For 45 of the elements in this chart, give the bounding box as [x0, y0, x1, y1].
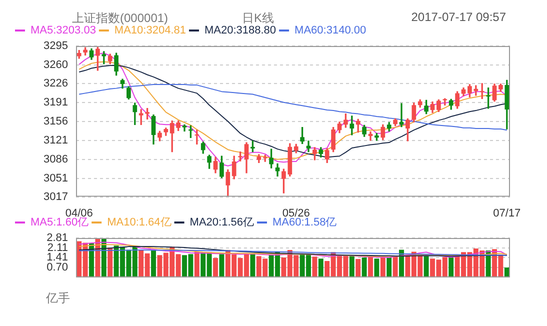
- text: 2017-07-17 09:57: [411, 10, 506, 24]
- bar: [318, 258, 324, 278]
- legend-label: MA60:1.58亿: [272, 216, 337, 229]
- bar: [392, 256, 398, 278]
- y-tick-label: 3191: [44, 96, 68, 108]
- candlestick: [262, 154, 268, 162]
- y-tick-label: 2.11: [47, 242, 68, 254]
- bar: [386, 257, 392, 278]
- bar: [151, 250, 156, 278]
- y-tick-label: 2.81: [46, 232, 68, 244]
- legend-label: MA5:1.60亿: [30, 216, 89, 229]
- chart-subtitle: 日K线: [242, 11, 274, 25]
- bar: [219, 254, 224, 278]
- bar: [250, 253, 256, 278]
- legend-label: MA10:1.64亿: [107, 216, 172, 229]
- y-tick-label: 0.70: [46, 262, 68, 274]
- bar: [213, 258, 218, 278]
- bar: [194, 252, 200, 278]
- y-tick-label: 3226: [44, 77, 68, 90]
- legend-label: MA10:3204.81: [114, 24, 186, 37]
- chart-title: 上证指数(000001): [72, 10, 168, 26]
- bar: [424, 256, 429, 278]
- y-tick-label: 3051: [44, 172, 68, 184]
- y-tick-label: 3260: [44, 59, 68, 72]
- bar: [349, 256, 354, 278]
- y-tick-label: 3086: [44, 153, 68, 166]
- legend-label: MA20:1.56亿: [190, 216, 254, 229]
- legend-label: MA5:3203.03: [30, 24, 96, 37]
- y-tick-label: 3121: [44, 134, 68, 146]
- y-axis-title: 亿手: [46, 290, 70, 307]
- bar: [312, 256, 318, 278]
- bar: [356, 259, 361, 278]
- bar: [380, 257, 386, 278]
- y-tick-label: 3017: [44, 190, 68, 203]
- y-tick-label: 3156: [44, 115, 68, 128]
- legend-label: MA20:3188.80: [204, 24, 276, 37]
- bar: [374, 258, 380, 278]
- bar: [368, 256, 373, 278]
- legend-label: MA60:3140.00: [294, 24, 366, 37]
- bar: [108, 248, 113, 278]
- bar: [362, 257, 367, 278]
- y-tick-label: 1.41: [46, 252, 68, 264]
- y-tick-label: 3295: [44, 40, 68, 52]
- x-tick-label: 07/17: [493, 207, 521, 220]
- bar: [448, 257, 454, 278]
